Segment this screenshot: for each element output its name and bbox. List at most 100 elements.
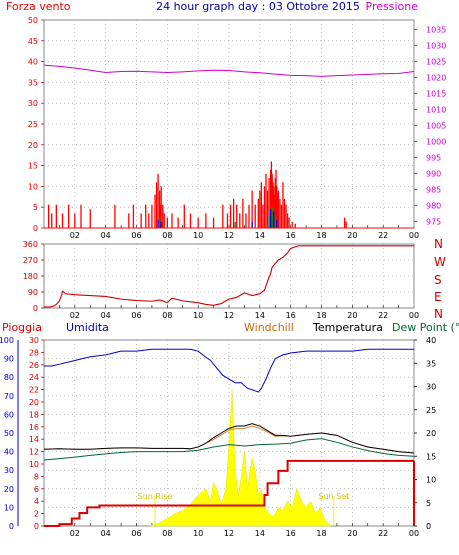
humidity-y-tick-label: 30 — [4, 466, 14, 475]
wind-y-tick-label: 35 — [28, 78, 38, 87]
wind-dir-letter-n-bottom: N — [434, 307, 443, 321]
rain-y-tick-label: 12 — [29, 448, 39, 457]
temp-y-tick-label: 30 — [426, 383, 436, 392]
wind-panel-x-tick-label: 18 — [316, 231, 326, 240]
label-dewpoint: Dew Point (°C — [392, 321, 459, 334]
dir-y-tick-label: 360 — [23, 240, 38, 249]
dir-y-tick-label: 0 — [33, 304, 38, 313]
dir-panel-x-tick-label: 20 — [347, 311, 357, 320]
label-rain: Pioggia — [2, 321, 42, 334]
wind-dir-letter-e: E — [434, 290, 442, 304]
wind-panel-x-tick-label: 10 — [193, 231, 203, 240]
humidity-y-tick-label: 40 — [4, 448, 14, 457]
temp-y-tick-label: 5 — [426, 499, 431, 508]
wind-y-tick-label: 0 — [33, 224, 38, 233]
wind-panel-x-tick-label: 02 — [70, 231, 80, 240]
temp-y-tick-label: 25 — [426, 406, 436, 415]
dir-panel-x-tick-label: 06 — [131, 311, 141, 320]
dir-panel-x-tick-label: 10 — [193, 311, 203, 320]
rain-y-tick-label: 28 — [29, 348, 39, 357]
sunrise-label: Sun Rise — [138, 492, 173, 501]
weather-panel-x-tick-label: 20 — [347, 529, 357, 538]
left-axis-label-wind: Forza vento — [6, 0, 71, 13]
wind-panel-x-tick-label: 22 — [378, 231, 388, 240]
wind-y-tick-label: 15 — [28, 162, 38, 171]
wind-y-tick-label: 45 — [28, 37, 38, 46]
rain-y-tick-label: 20 — [29, 398, 39, 407]
dir-panel-x-tick-label: 22 — [378, 311, 388, 320]
temp-y-tick-label: 10 — [426, 476, 436, 485]
wind-direction-line — [44, 245, 414, 308]
rain-y-tick-label: 4 — [34, 497, 39, 506]
dir-panel-x-tick-label: 12 — [224, 311, 234, 320]
pressure-y-tick-label: 1015 — [426, 90, 446, 99]
wind-dir-letter-n-top: N — [434, 237, 443, 251]
rain-y-tick-label: 24 — [29, 373, 39, 382]
rain-y-tick-label: 22 — [29, 386, 39, 395]
weather-panel-x-tick-label: 18 — [316, 529, 326, 538]
rain-y-tick-label: 16 — [29, 423, 39, 432]
rain-y-tick-label: 0 — [34, 522, 39, 531]
weather-panel-x-tick-label: 22 — [378, 529, 388, 538]
weather-panel-x-tick-label: 06 — [131, 529, 141, 538]
humidity-y-tick-label: 10 — [4, 503, 14, 512]
rain-cumulative-line — [44, 459, 414, 527]
pressure-y-tick-label: 1000 — [426, 138, 446, 147]
wind-dir-letter-s: S — [434, 273, 442, 287]
humidity-y-tick-label: 60 — [4, 410, 14, 419]
right-axis-label-pressure: Pressione — [366, 0, 419, 13]
weather-panel-x-tick-label: 08 — [162, 529, 172, 538]
pressure-y-tick-label: 975 — [426, 218, 441, 227]
solar-radiation-area — [148, 389, 332, 527]
wind-panel-x-tick-label: 04 — [101, 231, 111, 240]
wind-panel-x-tick-label: 14 — [255, 231, 265, 240]
pressure-y-tick-label: 985 — [426, 186, 441, 195]
weather-panel-x-tick-label: 04 — [101, 529, 111, 538]
dir-panel-x-tick-label: 14 — [255, 311, 265, 320]
temp-y-tick-label: 0 — [426, 522, 431, 531]
wind-y-tick-label: 5 — [33, 203, 38, 212]
wind-y-tick-label: 30 — [28, 99, 38, 108]
dir-y-tick-label: 180 — [23, 272, 38, 281]
wind-y-tick-label: 50 — [28, 16, 38, 25]
temp-y-tick-label: 20 — [426, 429, 436, 438]
weather-panel-x-tick-label: 14 — [255, 529, 265, 538]
pressure-y-tick-label: 980 — [426, 202, 441, 211]
wind-panel-x-tick-label: 16 — [286, 231, 296, 240]
dir-y-tick-label: 90 — [28, 288, 38, 297]
temp-y-tick-label: 35 — [426, 359, 436, 368]
wind-dir-letter-w: W — [434, 255, 446, 269]
humidity-y-tick-label: 100 — [0, 336, 14, 345]
pressure-line — [43, 64, 415, 77]
pressure-y-tick-label: 990 — [426, 170, 441, 179]
weather-panel-x-tick-label: 12 — [224, 529, 234, 538]
temp-y-tick-label: 40 — [426, 336, 436, 345]
weather-panel-x-tick-label: 00 — [409, 529, 419, 538]
dir-panel-x-tick-label: 18 — [316, 311, 326, 320]
humidity-line — [44, 348, 414, 393]
weather-panel-x-tick-label: 10 — [193, 529, 203, 538]
pressure-y-tick-label: 1025 — [426, 58, 446, 67]
wind-panel-x-tick-label: 12 — [224, 231, 234, 240]
dir-panel-x-tick-label: 08 — [162, 311, 172, 320]
rain-y-tick-label: 30 — [29, 336, 39, 345]
wind-panel-x-tick-label: 20 — [347, 231, 357, 240]
dewpoint-line — [43, 438, 415, 461]
temperature-line — [43, 423, 415, 454]
humidity-y-tick-label: 80 — [4, 373, 14, 382]
label-humidity: Umidita — [66, 321, 109, 334]
wind-y-tick-label: 10 — [28, 182, 38, 191]
wind-panel-x-tick-label: 00 — [409, 231, 419, 240]
rain-y-tick-label: 10 — [29, 460, 39, 469]
pressure-y-tick-label: 995 — [426, 154, 441, 163]
rain-humidity-temp-panel: 02 04 06 08 10 12 14 16 18 20 22 000102030405060708… — [0, 336, 436, 538]
dir-panel-x-tick-label: 04 — [101, 311, 111, 320]
pressure-y-tick-label: 1005 — [426, 122, 446, 131]
humidity-y-tick-label: 0 — [9, 522, 14, 531]
pressure-y-tick-label: 1020 — [426, 74, 446, 83]
pressure-y-tick-label: 1010 — [426, 106, 446, 115]
wind-panel-x-tick-label: 06 — [131, 231, 141, 240]
rain-y-tick-label: 2 — [34, 510, 39, 519]
dir-panel-x-tick-label: 00 — [409, 311, 419, 320]
